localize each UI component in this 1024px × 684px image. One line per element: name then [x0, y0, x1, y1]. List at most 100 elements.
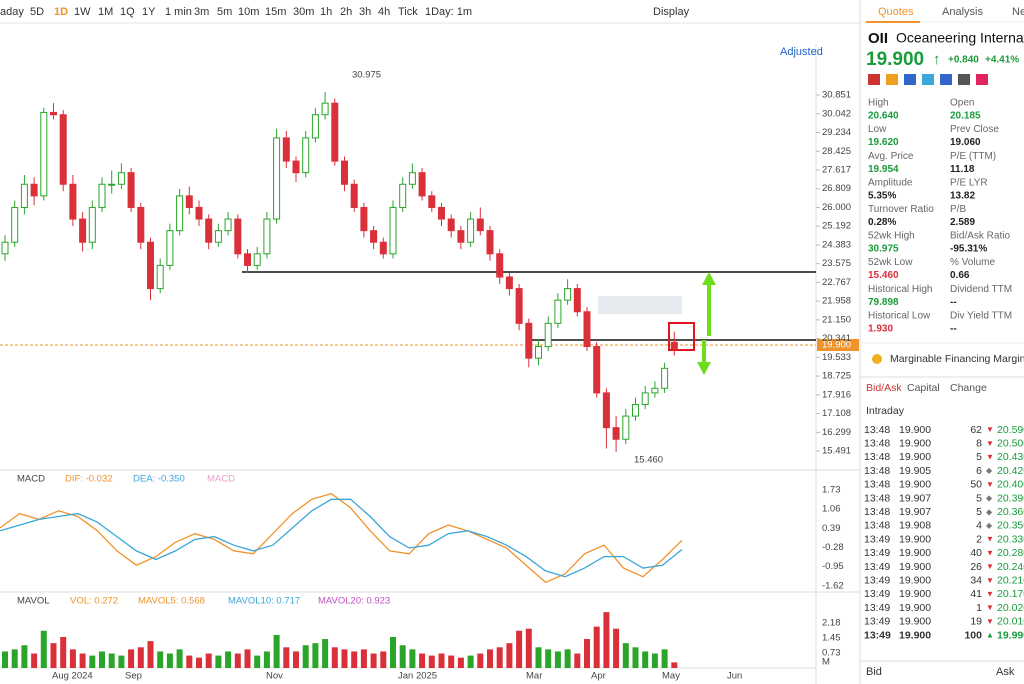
volume-bar	[428, 655, 435, 668]
trade-cell: 19.900	[899, 451, 931, 463]
macd-tick-label: 1.73	[822, 484, 841, 495]
y-tick-label: 30.851	[822, 90, 851, 101]
intraday-filter[interactable]: Intraday	[866, 405, 905, 417]
volume-bar	[351, 651, 358, 668]
volume-bar	[302, 645, 309, 668]
trade-cell: ▼	[986, 480, 994, 489]
y-tick-label: 16.299	[822, 427, 851, 438]
candle-body	[341, 160, 348, 185]
high-annotation: 30.975	[352, 70, 381, 81]
trade-cell: 100	[964, 629, 982, 641]
quote-tab[interactable]: Quotes	[878, 6, 914, 18]
period-button[interactable]: 3m	[194, 6, 209, 18]
vol-legend: VOL: 0.272	[70, 596, 118, 607]
candle-body	[651, 387, 659, 394]
volume-bar	[516, 630, 523, 668]
trade-tab[interactable]: Change	[950, 382, 987, 394]
period-button[interactable]: aday	[0, 6, 24, 18]
candle-body	[496, 253, 504, 278]
stat-value: 5.35%	[868, 190, 896, 201]
quote-tab[interactable]: Analysis	[942, 6, 983, 18]
candle-body	[641, 392, 649, 405]
period-button[interactable]: 1D	[54, 6, 68, 18]
period-button[interactable]: 1Q	[120, 6, 135, 18]
candle-body	[263, 218, 271, 255]
y-tick-label: 28.425	[822, 146, 851, 157]
trade-cell: 13:48	[864, 492, 890, 504]
period-button[interactable]: 1Y	[142, 6, 156, 18]
candle-body	[59, 114, 67, 185]
stat-label: Dividend TTM	[950, 284, 1012, 295]
period-button[interactable]: 15m	[265, 6, 286, 18]
candle-body	[1, 241, 9, 255]
volume-bar	[457, 657, 464, 668]
stat-value: 13.82	[950, 190, 975, 201]
stat-value: 1.930	[868, 323, 893, 334]
period-button[interactable]: 5m	[217, 6, 232, 18]
period-button[interactable]: 1 min	[165, 6, 192, 18]
period-button[interactable]: 1W	[74, 6, 91, 18]
trade-tab[interactable]: Capital	[907, 382, 940, 394]
candle-body	[79, 218, 87, 243]
y-tick-label: 26.809	[822, 183, 851, 194]
quote-tab[interactable]: Ne	[1012, 6, 1024, 18]
candle-body	[370, 230, 378, 243]
x-tick-label: Jan 2025	[398, 671, 437, 682]
trade-tab[interactable]: Bid/Ask	[866, 382, 902, 394]
volume-bar	[244, 649, 251, 668]
macd-line	[0, 498, 683, 578]
period-button[interactable]: 10m	[238, 6, 259, 18]
y-tick-label: 21.958	[822, 296, 851, 307]
y-tick-label: 24.383	[822, 239, 851, 250]
trade-cell: 13:49	[864, 561, 890, 573]
trade-cell: 19.900	[899, 588, 931, 600]
period-button[interactable]: 3h	[359, 6, 371, 18]
trade-cell: 8	[976, 437, 982, 449]
candle-body	[11, 206, 19, 243]
candle-body	[428, 195, 436, 208]
trade-cell: 13:48	[864, 479, 890, 491]
trade-cell: 41	[970, 588, 982, 600]
volume-bar	[2, 651, 8, 668]
period-button[interactable]: 1Day: 1m	[425, 6, 472, 18]
trade-cell: 13:48	[864, 424, 890, 436]
stat-label: Bid/Ask Ratio	[950, 231, 1010, 242]
margin-info[interactable]: Marginable Financing Margin R	[890, 353, 1024, 365]
candle-body	[137, 206, 145, 243]
volume-bar	[399, 645, 406, 668]
volume-bar	[370, 653, 377, 668]
volume-bar	[671, 662, 678, 668]
vol-legend: MAVOL	[17, 596, 50, 607]
period-button[interactable]: 5D	[30, 6, 44, 18]
trade-cell: 13:48	[864, 437, 890, 449]
x-tick-label: Apr	[591, 671, 606, 682]
period-button[interactable]: 1M	[98, 6, 113, 18]
trade-cell: 5	[976, 451, 982, 463]
period-button[interactable]: 4h	[378, 6, 390, 18]
y-tick-label: 17.108	[822, 408, 851, 419]
trade-cell: 19.900	[899, 616, 931, 628]
candle-body	[185, 195, 193, 208]
display-button[interactable]: Display	[653, 6, 690, 18]
candle-body	[234, 218, 242, 255]
vol-unit: M	[822, 657, 830, 668]
stat-value: 19.954	[868, 164, 899, 175]
macd-tick-label: 1.06	[822, 504, 841, 515]
chart-bg	[0, 0, 860, 684]
candle-body	[50, 111, 57, 116]
trade-cell: 19.900	[899, 437, 931, 449]
candle-body	[661, 367, 669, 389]
period-button[interactable]: 2h	[340, 6, 352, 18]
trade-cell: 19.900	[899, 602, 931, 614]
volume-bar	[273, 634, 280, 668]
trade-cell: 13:49	[864, 616, 890, 628]
candle-body	[593, 346, 601, 394]
candle-body	[525, 322, 533, 359]
period-button[interactable]: 1h	[320, 6, 332, 18]
candle-body	[176, 195, 184, 232]
period-button[interactable]: Tick	[398, 6, 418, 18]
volume-bar	[419, 653, 426, 668]
period-button[interactable]: 30m	[293, 6, 314, 18]
adjusted[interactable]: Adjusted	[780, 46, 823, 58]
